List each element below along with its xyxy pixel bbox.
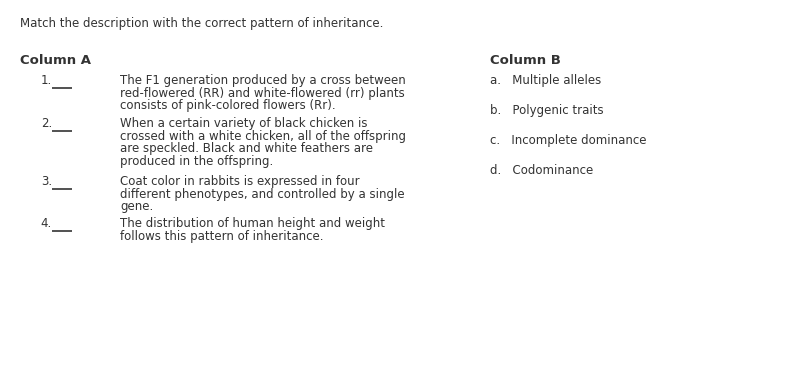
Text: 3.: 3. — [40, 175, 52, 188]
Text: 1.: 1. — [40, 74, 52, 87]
Text: consists of pink-colored flowers (Rr).: consists of pink-colored flowers (Rr). — [120, 99, 336, 112]
Text: crossed with a white chicken, all of the offspring: crossed with a white chicken, all of the… — [120, 129, 406, 142]
Text: different phenotypes, and controlled by a single: different phenotypes, and controlled by … — [120, 187, 405, 201]
Text: When a certain variety of black chicken is: When a certain variety of black chicken … — [120, 117, 368, 130]
Text: b.   Polygenic traits: b. Polygenic traits — [490, 104, 603, 117]
Text: follows this pattern of inheritance.: follows this pattern of inheritance. — [120, 230, 323, 243]
Text: red-flowered (RR) and white-flowered (rr) plants: red-flowered (RR) and white-flowered (rr… — [120, 87, 405, 99]
Text: produced in the offspring.: produced in the offspring. — [120, 154, 273, 167]
Text: 4.: 4. — [40, 217, 52, 230]
Text: are speckled. Black and white feathers are: are speckled. Black and white feathers a… — [120, 142, 373, 155]
Text: Column A: Column A — [20, 54, 91, 67]
Text: Column B: Column B — [490, 54, 561, 67]
Text: d.   Codominance: d. Codominance — [490, 164, 593, 177]
Text: gene.: gene. — [120, 200, 153, 213]
Text: c.   Incomplete dominance: c. Incomplete dominance — [490, 134, 646, 147]
Text: The distribution of human height and weight: The distribution of human height and wei… — [120, 217, 385, 230]
Text: a.   Multiple alleles: a. Multiple alleles — [490, 74, 601, 87]
Text: The F1 generation produced by a cross between: The F1 generation produced by a cross be… — [120, 74, 406, 87]
Text: 2.: 2. — [40, 117, 52, 130]
Text: Match the description with the correct pattern of inheritance.: Match the description with the correct p… — [20, 17, 384, 30]
Text: Coat color in rabbits is expressed in four: Coat color in rabbits is expressed in fo… — [120, 175, 360, 188]
